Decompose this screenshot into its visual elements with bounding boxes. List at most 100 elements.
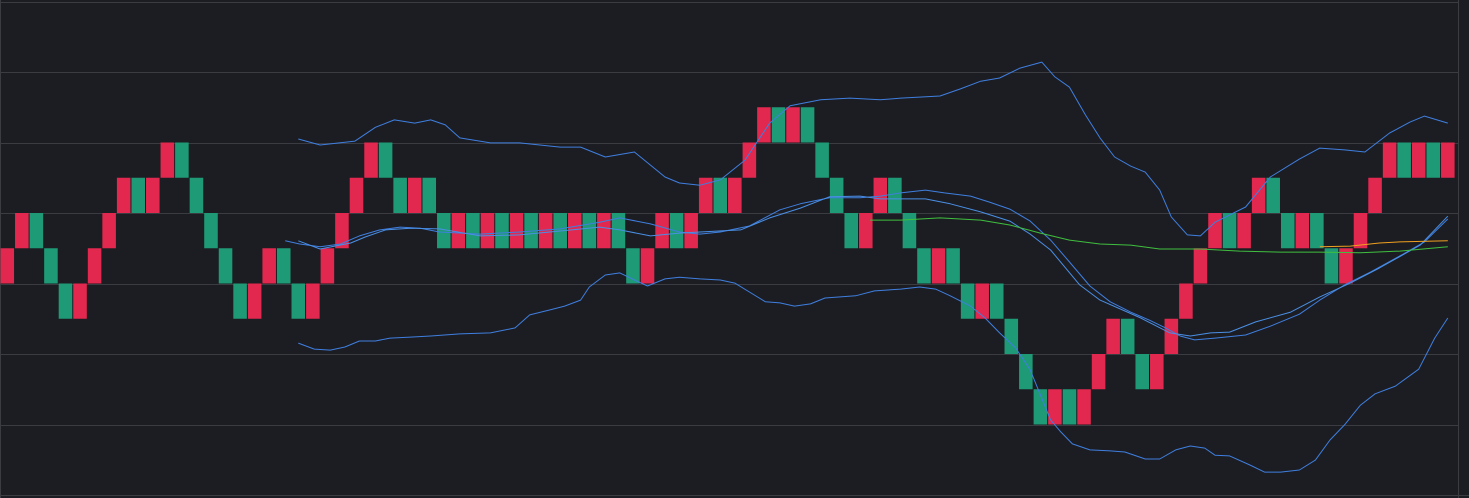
renko-brick bbox=[728, 177, 742, 213]
renko-brick bbox=[1222, 213, 1237, 249]
renko-brick bbox=[378, 142, 393, 178]
renko-brick bbox=[1091, 354, 1106, 390]
renko-brick bbox=[1062, 389, 1077, 425]
renko-brick bbox=[1295, 213, 1310, 249]
renko-brick bbox=[1033, 389, 1048, 425]
renko-brick bbox=[611, 213, 626, 249]
renko-brick bbox=[829, 177, 844, 213]
renko-brick bbox=[1397, 142, 1411, 178]
renko-brick bbox=[175, 142, 189, 178]
renko-brick bbox=[1077, 389, 1091, 425]
renko-brick bbox=[437, 213, 451, 249]
renko-brick bbox=[742, 142, 757, 178]
renko-brick bbox=[1019, 354, 1033, 390]
renko-brick bbox=[989, 283, 1004, 319]
renko-brick bbox=[1353, 213, 1368, 249]
renko-brick bbox=[160, 142, 175, 178]
renko-brick bbox=[1310, 213, 1324, 249]
renko-brick bbox=[29, 213, 44, 249]
renko-brick bbox=[1193, 248, 1208, 284]
renko-brick bbox=[1441, 142, 1455, 178]
renko-brick bbox=[58, 283, 73, 319]
renko-brick bbox=[1339, 248, 1353, 284]
renko-brick bbox=[888, 177, 902, 213]
renko-brick bbox=[509, 213, 524, 249]
renko-brick bbox=[698, 177, 713, 213]
renko-brick bbox=[146, 177, 160, 213]
renko-brick bbox=[1135, 354, 1150, 390]
renko-brick bbox=[1208, 213, 1222, 249]
renko-brick bbox=[349, 177, 364, 213]
renko-brick bbox=[655, 213, 669, 249]
renko-brick bbox=[815, 142, 829, 178]
renko-brick bbox=[262, 248, 276, 284]
renko-brick bbox=[567, 213, 582, 249]
renko-brick bbox=[116, 177, 131, 213]
renko-brick bbox=[640, 248, 655, 284]
renko-brick bbox=[364, 142, 378, 178]
renko-brick bbox=[800, 107, 815, 143]
renko-brick bbox=[1179, 283, 1193, 319]
renko-brick bbox=[87, 248, 102, 284]
renko-brick bbox=[15, 213, 29, 249]
renko-brick bbox=[1048, 389, 1062, 425]
renko-brick bbox=[0, 248, 15, 284]
renko-brick bbox=[407, 177, 422, 213]
renko-brick bbox=[320, 248, 335, 284]
renko-brick bbox=[597, 213, 611, 249]
renko-brick bbox=[495, 213, 509, 249]
renko-brick bbox=[626, 248, 640, 284]
renko-brick bbox=[1120, 318, 1135, 354]
renko-brick bbox=[335, 213, 349, 249]
renko-brick bbox=[975, 283, 989, 319]
renko-brick bbox=[73, 283, 87, 319]
renko-brick bbox=[1280, 213, 1295, 249]
renko-brick bbox=[1324, 248, 1339, 284]
renko-brick bbox=[218, 248, 233, 284]
renko-brick bbox=[1251, 177, 1266, 213]
renko-brick bbox=[189, 177, 204, 213]
renko-brick bbox=[1382, 142, 1397, 178]
renko-brick bbox=[1164, 318, 1179, 354]
renko-brick bbox=[917, 248, 931, 284]
indicator-line bbox=[298, 272, 1449, 473]
renko-brick bbox=[538, 213, 553, 249]
renko-brick bbox=[44, 248, 58, 284]
renko-brick bbox=[873, 177, 888, 213]
renko-brick bbox=[684, 213, 698, 249]
renko-brick bbox=[757, 107, 771, 143]
renko-brick bbox=[1237, 213, 1251, 249]
renko-brick bbox=[466, 213, 480, 249]
renko-brick bbox=[786, 107, 800, 143]
renko-brick bbox=[247, 283, 262, 319]
renko-brick bbox=[276, 248, 291, 284]
indicator-line bbox=[285, 189, 1449, 341]
indicator-line bbox=[870, 217, 1448, 254]
renko-brick bbox=[1004, 318, 1019, 354]
renko-brick bbox=[931, 248, 946, 284]
renko-brick bbox=[102, 213, 116, 249]
renko-brick bbox=[1150, 354, 1164, 390]
renko-brick bbox=[1266, 177, 1280, 213]
indicator-line bbox=[298, 195, 1449, 337]
renko-brick bbox=[422, 177, 437, 213]
renko-brick bbox=[1368, 177, 1382, 213]
renko-brick bbox=[859, 213, 873, 249]
renko-brick bbox=[960, 283, 975, 319]
renko-brick bbox=[844, 213, 859, 249]
renko-brick bbox=[771, 107, 786, 143]
renko-brick bbox=[946, 248, 960, 284]
renko-brick bbox=[204, 213, 218, 249]
indicator-line bbox=[1319, 240, 1448, 248]
renko-brick bbox=[713, 177, 728, 213]
renko-brick bbox=[582, 213, 597, 249]
renko-brick bbox=[393, 177, 407, 213]
renko-brick bbox=[451, 213, 466, 249]
renko-brick bbox=[480, 213, 495, 249]
renko-brick bbox=[669, 213, 684, 249]
renko-brick bbox=[1411, 142, 1426, 178]
renko-brick bbox=[1106, 318, 1120, 354]
